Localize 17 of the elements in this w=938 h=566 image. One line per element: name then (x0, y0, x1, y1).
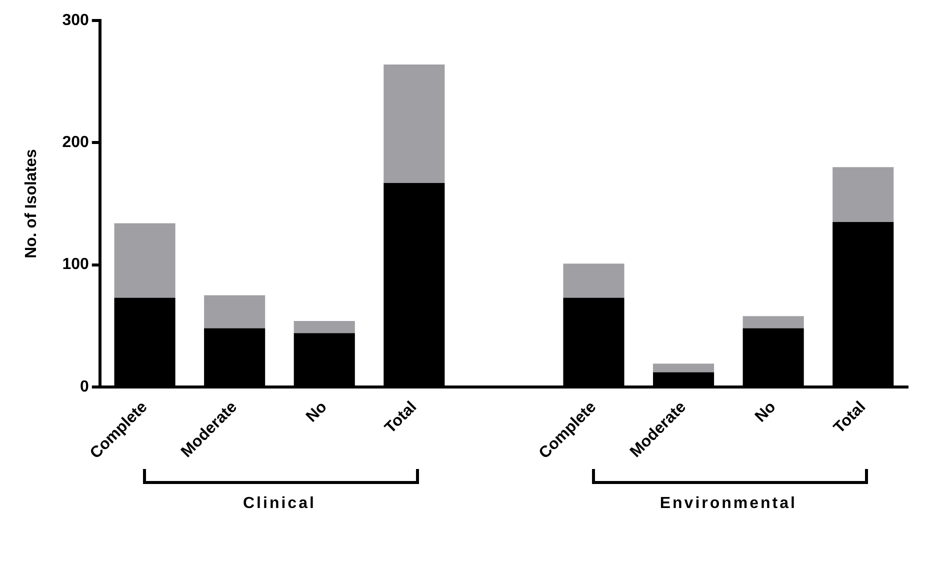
bar (653, 364, 714, 372)
bar (742, 316, 804, 328)
y-tick-label: 200 (62, 134, 89, 152)
bar (204, 295, 266, 328)
text: Clinical (242, 494, 317, 513)
bar (384, 64, 445, 183)
bar (832, 167, 894, 222)
text: Environmental (658, 494, 798, 513)
y-axis-title: No. of Isolates (23, 148, 40, 258)
y-tick-label: 100 (62, 256, 89, 274)
y-tick-label: 300 (62, 12, 89, 30)
x-tick-label: No (303, 398, 330, 426)
bar (114, 223, 176, 298)
bar (563, 264, 624, 298)
y-tick-label: 0 (80, 378, 89, 396)
x-tick-label: No (752, 398, 780, 426)
bar (294, 320, 355, 334)
